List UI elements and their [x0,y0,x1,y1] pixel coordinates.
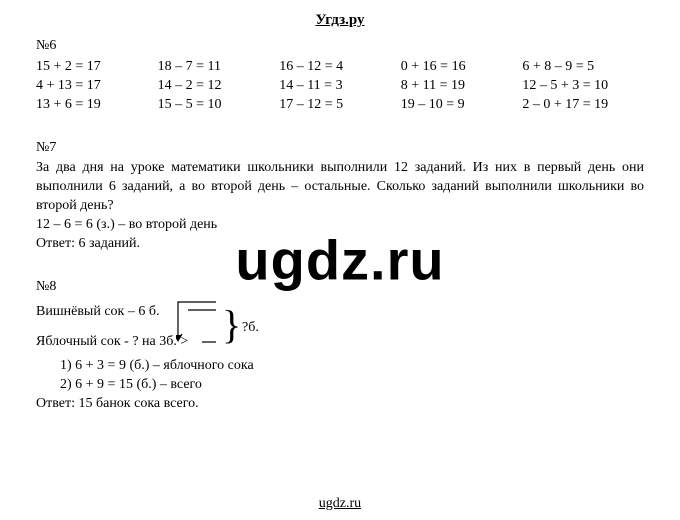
brace-icon: } [222,301,241,349]
section-6-number: №6 [36,37,644,56]
brace-label: ?б. [242,319,259,338]
eq-cell: 16 – 12 = 4 [279,58,401,77]
equations-table: 15 + 2 = 17 4 + 13 = 17 13 + 6 = 19 18 –… [36,58,644,115]
eq-cell: 17 – 12 = 5 [279,96,401,115]
eq-cell: 19 – 10 = 9 [401,96,523,115]
section-7-number: №7 [36,139,644,158]
eq-cell: 2 – 0 + 17 = 19 [522,96,644,115]
eq-cell: 18 – 7 = 11 [158,58,280,77]
eq-cell: 12 – 5 + 3 = 10 [522,77,644,96]
section-8-answer: Ответ: 15 банок сока всего. [36,395,644,414]
footer-link: ugdz.ru [0,496,680,512]
eq-cell: 14 – 2 = 12 [158,77,280,96]
eq-cell: 13 + 6 = 19 [36,96,158,115]
section-8: №8 Вишнёвый сок – 6 б. Яблочный сок - ? … [36,278,644,414]
section-7-answer: Ответ: 6 заданий. [36,235,644,254]
eq-col-0: 15 + 2 = 17 4 + 13 = 17 13 + 6 = 19 [36,58,158,115]
diagram-line-apple: Яблочный сок - ? на 3б. > [36,333,188,352]
section-7: №7 За два дня на уроке математики школьн… [36,139,644,254]
eq-col-4: 6 + 8 – 9 = 5 12 – 5 + 3 = 10 2 – 0 + 17… [522,58,644,115]
section-7-problem: За два дня на уроке математики школьники… [36,159,644,216]
section-8-step1: 1) 6 + 3 = 9 (б.) – яблочного сока [36,357,644,376]
section-6: №6 15 + 2 = 17 4 + 13 = 17 13 + 6 = 19 1… [36,37,644,115]
diagram-line-cherry: Вишнёвый сок – 6 б. [36,303,159,322]
eq-col-3: 0 + 16 = 16 8 + 11 = 19 19 – 10 = 9 [401,58,523,115]
eq-cell: 4 + 13 = 17 [36,77,158,96]
section-8-number: №8 [36,278,644,297]
section-8-step2: 2) 6 + 9 = 15 (б.) – всего [36,376,644,395]
eq-cell: 15 + 2 = 17 [36,58,158,77]
eq-cell: 0 + 16 = 16 [401,58,523,77]
eq-cell: 15 – 5 = 10 [158,96,280,115]
eq-col-2: 16 – 12 = 4 14 – 11 = 3 17 – 12 = 5 [279,58,401,115]
arrow-icon [176,300,220,350]
eq-cell: 8 + 11 = 19 [401,77,523,96]
section-8-diagram: Вишнёвый сок – 6 б. Яблочный сок - ? на … [36,299,644,353]
eq-col-1: 18 – 7 = 11 14 – 2 = 12 15 – 5 = 10 [158,58,280,115]
eq-cell: 14 – 11 = 3 [279,77,401,96]
eq-cell: 6 + 8 – 9 = 5 [522,58,644,77]
header-link: Угдз.ру [36,12,644,29]
section-7-calc: 12 – 6 = 6 (з.) – во второй день [36,216,644,235]
